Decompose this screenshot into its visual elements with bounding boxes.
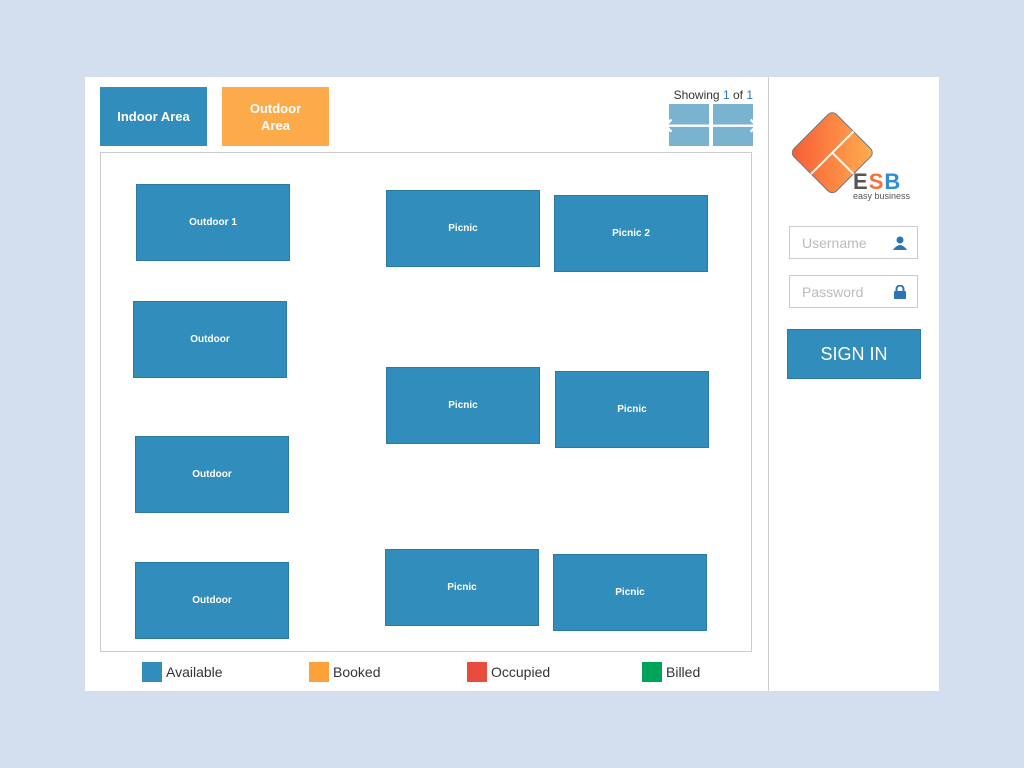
outdoor-area-button[interactable]: Outdoor Area bbox=[222, 87, 329, 146]
divider bbox=[768, 77, 769, 691]
username-placeholder: Username bbox=[802, 234, 867, 251]
legend-booked: Booked bbox=[309, 662, 380, 682]
username-field[interactable]: Username bbox=[789, 226, 918, 259]
indoor-area-button[interactable]: Indoor Area bbox=[100, 87, 207, 146]
indoor-area-label: Indoor Area bbox=[117, 109, 190, 124]
table[interactable]: Outdoor bbox=[133, 301, 287, 378]
outdoor-area-label: Outdoor Area bbox=[249, 100, 302, 133]
arrow-left-icon: 🡐 bbox=[662, 114, 716, 137]
table[interactable]: Picnic bbox=[386, 190, 540, 267]
puzzle-logo-icon bbox=[791, 112, 873, 194]
logo-letters: ESB bbox=[853, 169, 902, 194]
logo-tagline: easy business bbox=[853, 191, 911, 201]
legend-billed: Billed bbox=[642, 662, 700, 682]
table[interactable]: Outdoor bbox=[135, 436, 289, 513]
arrow-right-icon: 🡒 bbox=[706, 114, 760, 137]
esb-logo: ESB easy business bbox=[783, 105, 928, 205]
table[interactable]: Picnic bbox=[386, 367, 540, 444]
table[interactable]: Picnic bbox=[555, 371, 709, 448]
prev-page-button[interactable]: 🡐 bbox=[662, 104, 716, 146]
table[interactable]: Outdoor bbox=[135, 562, 289, 639]
table[interactable]: Picnic 2 bbox=[554, 195, 708, 272]
floor-plan bbox=[100, 152, 752, 652]
table[interactable]: Outdoor 1 bbox=[136, 184, 290, 261]
lock-icon bbox=[894, 284, 906, 299]
legend-available: Available bbox=[142, 662, 223, 682]
next-page-button[interactable]: 🡒 bbox=[706, 104, 760, 146]
table[interactable]: Picnic bbox=[553, 554, 707, 631]
table[interactable]: Picnic bbox=[385, 549, 539, 626]
pagination-status: Showing 1 of 1 bbox=[673, 88, 753, 102]
password-placeholder: Password bbox=[802, 283, 864, 300]
password-field[interactable]: Password bbox=[789, 275, 918, 308]
sign-in-button[interactable]: SIGN IN bbox=[787, 329, 921, 379]
legend-occupied: Occupied bbox=[467, 662, 550, 682]
user-icon bbox=[893, 236, 907, 250]
